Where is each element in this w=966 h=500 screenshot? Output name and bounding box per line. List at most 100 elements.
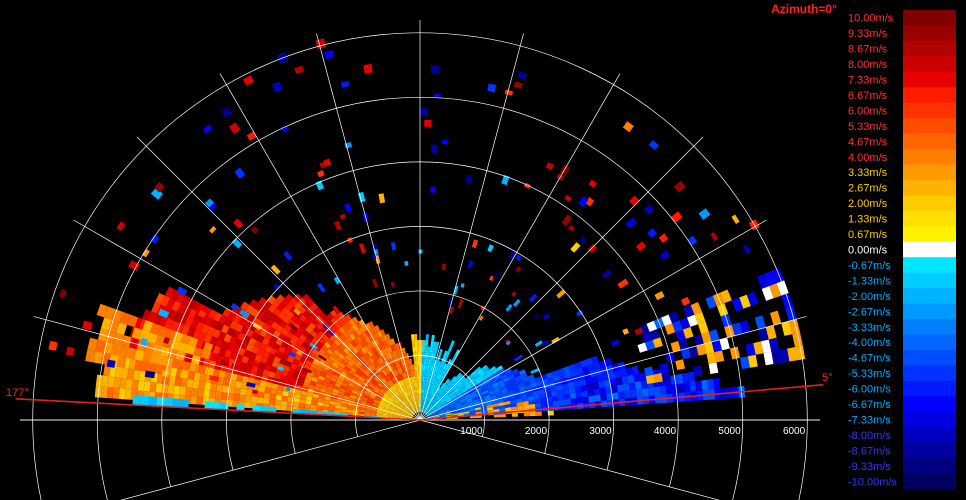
velocity-cell [590,375,599,384]
velocity-cell [418,406,420,413]
velocity-cell [48,340,58,351]
velocity-cell [250,308,260,318]
velocity-cell [417,382,419,389]
velocity-cell [294,369,302,377]
velocity-cell [792,332,803,348]
velocity-cell [383,394,390,399]
velocity-cell [515,394,522,400]
velocity-cell [402,392,407,399]
velocity-cell [417,394,419,401]
velocity-cell [389,351,395,358]
velocity-cell [265,358,274,366]
velocity-cell [279,374,287,382]
velocity-cell [93,350,104,364]
velocity-cell [103,364,111,377]
velocity-cell [430,406,436,412]
velocity-cell [515,398,523,403]
velocity-cell [574,361,582,370]
velocity-cell [326,320,335,328]
velocity-cell [405,384,410,391]
velocity-cell [429,405,434,410]
velocity-cell [483,392,490,397]
velocity-cell [438,410,445,414]
velocity-cell [426,395,429,402]
velocity-cell [421,406,423,413]
velocity-cell [309,330,318,338]
velocity-cell [281,353,289,361]
velocity-cell [243,320,252,329]
velocity-cell [343,395,350,400]
velocity-cell [320,326,328,335]
velocity-cell [349,358,357,365]
velocity-cell [629,389,637,398]
velocity-cell [281,306,290,316]
velocity-cell [419,406,420,413]
velocity-cell [570,398,578,405]
velocity-cell [322,322,329,330]
velocity-cell [355,380,363,386]
velocity-cell [335,399,343,404]
velocity-cell [600,393,607,401]
velocity-cell [400,415,407,418]
velocity-cell [439,398,445,404]
velocity-cell [338,362,346,369]
velocity-cell [456,406,463,410]
velocity-cell [395,411,401,415]
velocity-cell [413,370,416,377]
velocity-cell [431,398,436,404]
velocity-cell [404,391,409,398]
velocity-cell [331,324,339,333]
velocity-cell [579,236,588,245]
velocity-cell [408,411,414,416]
velocity-cell [215,338,224,348]
velocity-cell [654,291,665,301]
velocity-cell [381,378,387,385]
velocity-cell [408,364,412,372]
velocity-cell [460,376,467,383]
velocity-cell [409,410,415,415]
colorbar-label: -1.33m/s [848,275,891,287]
velocity-cell [348,382,355,388]
velocity-cell [253,340,262,349]
colorbar-label: 4.67m/s [848,136,888,148]
velocity-cell [219,359,230,367]
colorbar-swatch [903,10,956,26]
velocity-cell [285,344,294,352]
velocity-cell [466,385,473,391]
velocity-cell [352,408,359,412]
velocity-cell [305,374,313,381]
velocity-cell [406,415,413,418]
velocity-cell [427,414,434,418]
velocity-cell [413,400,416,407]
velocity-cell [491,382,499,388]
velocity-cell [425,409,430,415]
velocity-cell [639,372,647,382]
velocity-cell [342,357,350,364]
velocity-cell [275,294,285,304]
velocity-cell [424,400,427,407]
velocity-cell [389,410,396,413]
velocity-cell [329,335,337,343]
velocity-cell [82,320,93,331]
velocity-cell [176,303,187,315]
velocity-cell [391,393,397,399]
velocity-cell [405,353,410,360]
velocity-cell [398,403,405,409]
velocity-cell [171,300,181,312]
velocity-cell [642,331,653,343]
velocity-cell [481,364,488,371]
velocity-cell [449,340,455,347]
velocity-cell [128,358,137,370]
velocity-cell [392,363,398,370]
velocity-cell [533,313,541,321]
velocity-cell [487,374,495,380]
velocity-cell [353,372,361,379]
velocity-cell [473,374,480,381]
velocity-cell [420,400,423,407]
velocity-cell [340,359,348,366]
velocity-cell [393,401,399,406]
velocity-cell [673,180,686,193]
velocity-cell [356,351,363,359]
velocity-cell [303,367,312,374]
velocity-cell [512,384,519,390]
